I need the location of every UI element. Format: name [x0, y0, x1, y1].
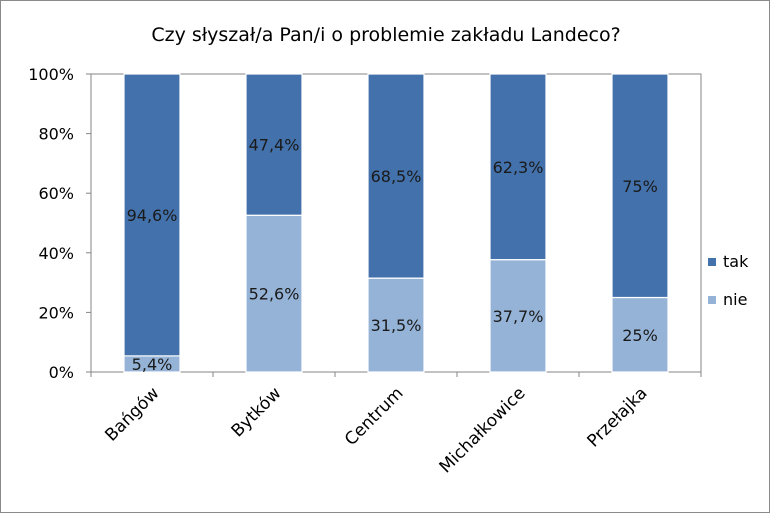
category-label: Michałkowice	[436, 383, 530, 477]
bar-nie-3	[489, 259, 547, 373]
category-label: Bańgów	[101, 383, 163, 445]
bar-tak-1	[245, 73, 303, 216]
legend-swatch-tak	[708, 258, 716, 266]
category-label: Centrum	[341, 383, 408, 450]
y-tick-label: 80%	[38, 125, 74, 144]
y-tick-label: 40%	[38, 244, 74, 263]
bar-nie-2	[367, 277, 425, 373]
data-label-nie-0: 5,4%	[132, 355, 173, 374]
bar-tak-3	[489, 73, 547, 261]
category-label: Przełajka	[583, 383, 651, 451]
data-label-tak-0: 94,6%	[127, 206, 178, 225]
y-tick-label: 20%	[38, 303, 74, 322]
category-label: Bytków	[228, 383, 286, 441]
y-tick-label: 0%	[49, 363, 74, 382]
data-label-nie-2: 31,5%	[371, 316, 422, 335]
data-label-nie-4: 25%	[622, 326, 658, 345]
y-tick-label: 60%	[38, 184, 74, 203]
bar-tak-0	[123, 73, 181, 357]
legend: tak nie	[708, 252, 749, 309]
data-label-tak-2: 68,5%	[371, 167, 422, 186]
data-label-nie-3: 37,7%	[493, 307, 544, 326]
plot-area: 0% 20% 40% 60% 80% 100% 5,4% 94,6% Bańgów 52,6% 47…	[28, 65, 702, 477]
y-tick-label: 100%	[28, 65, 74, 84]
data-label-tak-1: 47,4%	[249, 136, 300, 155]
data-label-tak-4: 75%	[622, 177, 658, 196]
data-label-tak-3: 62,3%	[493, 158, 544, 177]
legend-label-nie: nie	[723, 290, 747, 309]
bar-tak-4	[611, 73, 669, 299]
legend-swatch-nie	[708, 296, 716, 304]
chart-title: Czy słyszał/a Pan/i o problemie zakładu …	[151, 24, 620, 46]
legend-label-tak: tak	[723, 252, 749, 271]
data-label-nie-1: 52,6%	[249, 285, 300, 304]
bar-tak-2	[367, 73, 425, 279]
